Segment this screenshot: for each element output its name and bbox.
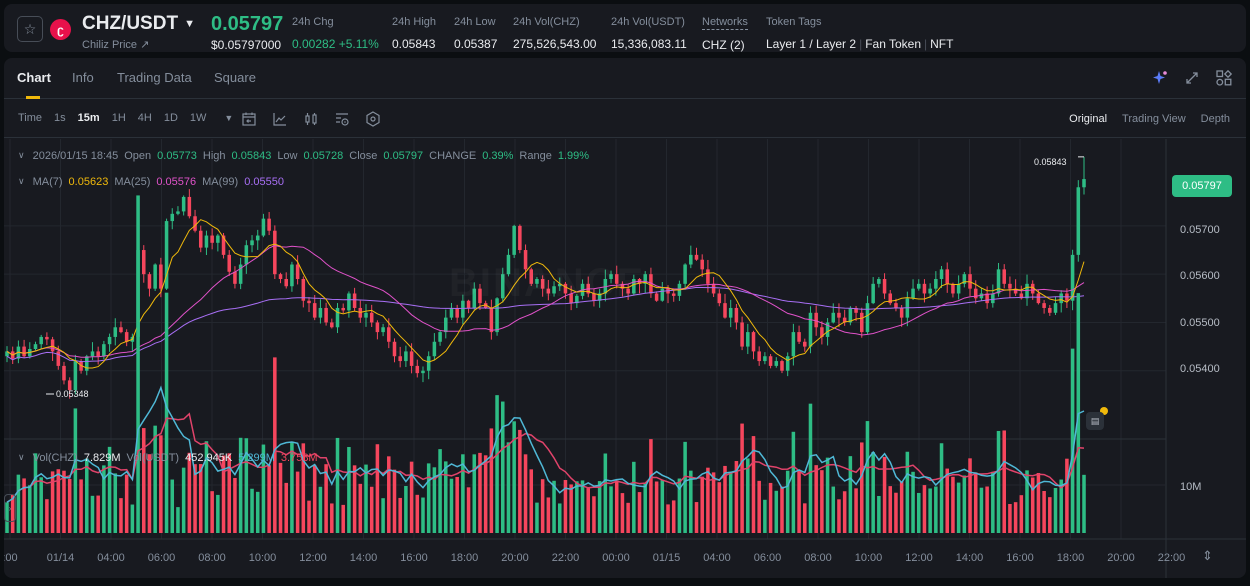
interval-15m[interactable]: 15m bbox=[77, 112, 100, 124]
auto-scale-icon[interactable]: ⇕ bbox=[1202, 548, 1213, 563]
interval-4h[interactable]: 4H bbox=[137, 112, 152, 124]
chevron-down-icon[interactable]: ▼ bbox=[224, 113, 234, 123]
token-tag[interactable]: NFT bbox=[930, 37, 954, 51]
time-axis-label: 10:00 bbox=[248, 552, 277, 564]
high-marker-label: 0.05843 bbox=[1034, 157, 1067, 167]
stat-networks[interactable]: Networks CHZ (2) bbox=[702, 16, 748, 52]
current-price-tag: 0.05797 bbox=[1172, 175, 1232, 197]
tab-trading-data[interactable]: Trading Data bbox=[117, 70, 192, 85]
time-axis-label: 22:00 bbox=[1157, 552, 1186, 564]
time-axis-label: :00 bbox=[4, 552, 18, 564]
interval-1h[interactable]: 1H bbox=[111, 112, 126, 124]
time-axis-label: 08:00 bbox=[198, 552, 226, 564]
time-axis-label: 16:00 bbox=[1006, 552, 1034, 564]
chart-canvas[interactable] bbox=[4, 139, 1246, 578]
price-axis-label: 0.05400 bbox=[1180, 363, 1220, 375]
price-axis-label: 0.05700 bbox=[1180, 224, 1220, 236]
stat-24h-change: 24h Chg 0.00282 +5.11% bbox=[292, 16, 379, 51]
layout-grid-icon[interactable] bbox=[1216, 70, 1232, 86]
tab-info[interactable]: Info bbox=[72, 70, 94, 85]
interval-1d[interactable]: 1D bbox=[163, 112, 178, 124]
chart-tabs: Chart Info Trading Data Square bbox=[4, 58, 1246, 99]
time-axis-label: 06:00 bbox=[753, 552, 782, 564]
stat-token-tags: Token Tags Layer 1 / Layer 2 | Fan Token | N… bbox=[766, 16, 954, 51]
collapse-chevron-icon[interactable]: ∨ bbox=[18, 150, 25, 160]
notification-dot bbox=[1100, 407, 1108, 415]
volume-legend: ∨ Vol(CHZ) 7.829M Vol(USDT) 452.945K 5.299… bbox=[18, 452, 318, 464]
time-axis-label: 04:00 bbox=[703, 552, 731, 564]
chart-toolbar: Time 1s 15m 1H 4H 1D 1W ▼ Original Tradi… bbox=[4, 100, 1246, 138]
news-icon[interactable]: ▤ bbox=[1086, 412, 1104, 430]
interval-time[interactable]: Time bbox=[18, 112, 43, 124]
stat-24h-high: 24h High 0.05843 bbox=[392, 16, 437, 51]
ai-sparkle-icon[interactable] bbox=[1152, 70, 1168, 86]
time-axis-label: 01/15 bbox=[652, 552, 681, 564]
interval-1s[interactable]: 1s bbox=[54, 112, 66, 124]
collapse-chevron-icon[interactable]: ∨ bbox=[18, 452, 25, 462]
view-original[interactable]: Original bbox=[1069, 113, 1108, 125]
time-axis-label: 08:00 bbox=[804, 552, 832, 564]
price-axis-label: 0.05500 bbox=[1180, 317, 1220, 329]
time-axis-label: 04:00 bbox=[97, 552, 125, 564]
last-price: 0.05797 bbox=[211, 13, 284, 35]
star-icon: ☆ bbox=[23, 20, 37, 37]
hexagon-settings-icon[interactable] bbox=[364, 110, 382, 128]
time-axis-label: 06:00 bbox=[147, 552, 176, 564]
chevron-down-icon: ▼ bbox=[184, 18, 195, 30]
time-axis-label: 16:00 bbox=[400, 552, 428, 564]
chart-view-selector: Original Trading View Depth bbox=[1069, 113, 1230, 125]
ticker-header: ☆ ʗ CHZ/USDT ▼ Chiliz Price ↗ 0.05797 $0… bbox=[4, 4, 1246, 52]
calendar-icon[interactable] bbox=[240, 110, 258, 128]
coin-price-link[interactable]: Chiliz Price ↗ bbox=[82, 39, 150, 51]
time-axis-label: 18:00 bbox=[1056, 552, 1085, 564]
expand-icon[interactable] bbox=[1184, 70, 1200, 86]
chart-panel: Chart Info Trading Data Square Time 1s 1… bbox=[4, 58, 1246, 578]
stat-24h-low: 24h Low 0.05387 bbox=[454, 16, 498, 51]
price-axis-label: 0.05600 bbox=[1180, 270, 1220, 282]
view-trading-view[interactable]: Trading View bbox=[1122, 113, 1186, 125]
chart-settings-icon[interactable] bbox=[333, 110, 351, 128]
ohlc-legend: ∨ 2026/01/15 18:45 Open 0.05773 High 0.058… bbox=[18, 150, 590, 162]
low-marker-label: 0.05348 bbox=[56, 389, 89, 399]
expand-panel-button[interactable]: › bbox=[4, 494, 16, 522]
chiliz-logo-icon: ʗ bbox=[50, 19, 71, 40]
stat-24h-vol-chz: 24h Vol(CHZ) 275,526,543.00 bbox=[513, 16, 597, 51]
candle-type-icon[interactable] bbox=[302, 110, 320, 128]
time-axis-label: 14:00 bbox=[349, 552, 378, 564]
time-axis-label: 20:00 bbox=[1107, 552, 1135, 564]
time-axis-label: 00:00 bbox=[602, 552, 630, 564]
time-axis-label: 12:00 bbox=[905, 552, 933, 564]
pair-name: CHZ/USDT bbox=[82, 13, 179, 34]
stat-24h-vol-usdt: 24h Vol(USDT) 15,336,083.11 bbox=[611, 16, 687, 51]
tab-chart[interactable]: Chart bbox=[17, 70, 51, 85]
token-tag[interactable]: Layer 1 / Layer 2 bbox=[766, 37, 857, 51]
ma-legend: ∨ MA(7) 0.05623 MA(25) 0.05576 MA(99) 0.055… bbox=[18, 176, 284, 188]
active-tab-indicator bbox=[26, 96, 40, 99]
tab-square[interactable]: Square bbox=[214, 70, 256, 85]
time-axis-label: 18:00 bbox=[450, 552, 479, 564]
indicator-icon[interactable] bbox=[271, 110, 289, 128]
binance-watermark: BINANCE bbox=[449, 261, 645, 306]
favorite-button[interactable]: ☆ bbox=[17, 16, 43, 42]
time-axis-label: 12:00 bbox=[299, 552, 327, 564]
interval-1w[interactable]: 1W bbox=[189, 112, 207, 124]
collapse-chevron-icon[interactable]: ∨ bbox=[18, 176, 25, 186]
interval-selector: Time 1s 15m 1H 4H 1D 1W ▼ bbox=[18, 112, 233, 124]
time-axis-label: 22:00 bbox=[551, 552, 580, 564]
volume-axis-label: 10M bbox=[1180, 481, 1202, 493]
view-depth[interactable]: Depth bbox=[1200, 113, 1230, 125]
pair-selector[interactable]: CHZ/USDT ▼ bbox=[82, 13, 195, 35]
token-tag[interactable]: Fan Token bbox=[865, 37, 922, 51]
time-axis-label: 01/14 bbox=[46, 552, 75, 564]
time-axis-label: 14:00 bbox=[955, 552, 984, 564]
time-axis-label: 10:00 bbox=[854, 552, 883, 564]
time-axis-label: 20:00 bbox=[501, 552, 529, 564]
last-price-usd: $0.05797000 bbox=[211, 38, 282, 52]
